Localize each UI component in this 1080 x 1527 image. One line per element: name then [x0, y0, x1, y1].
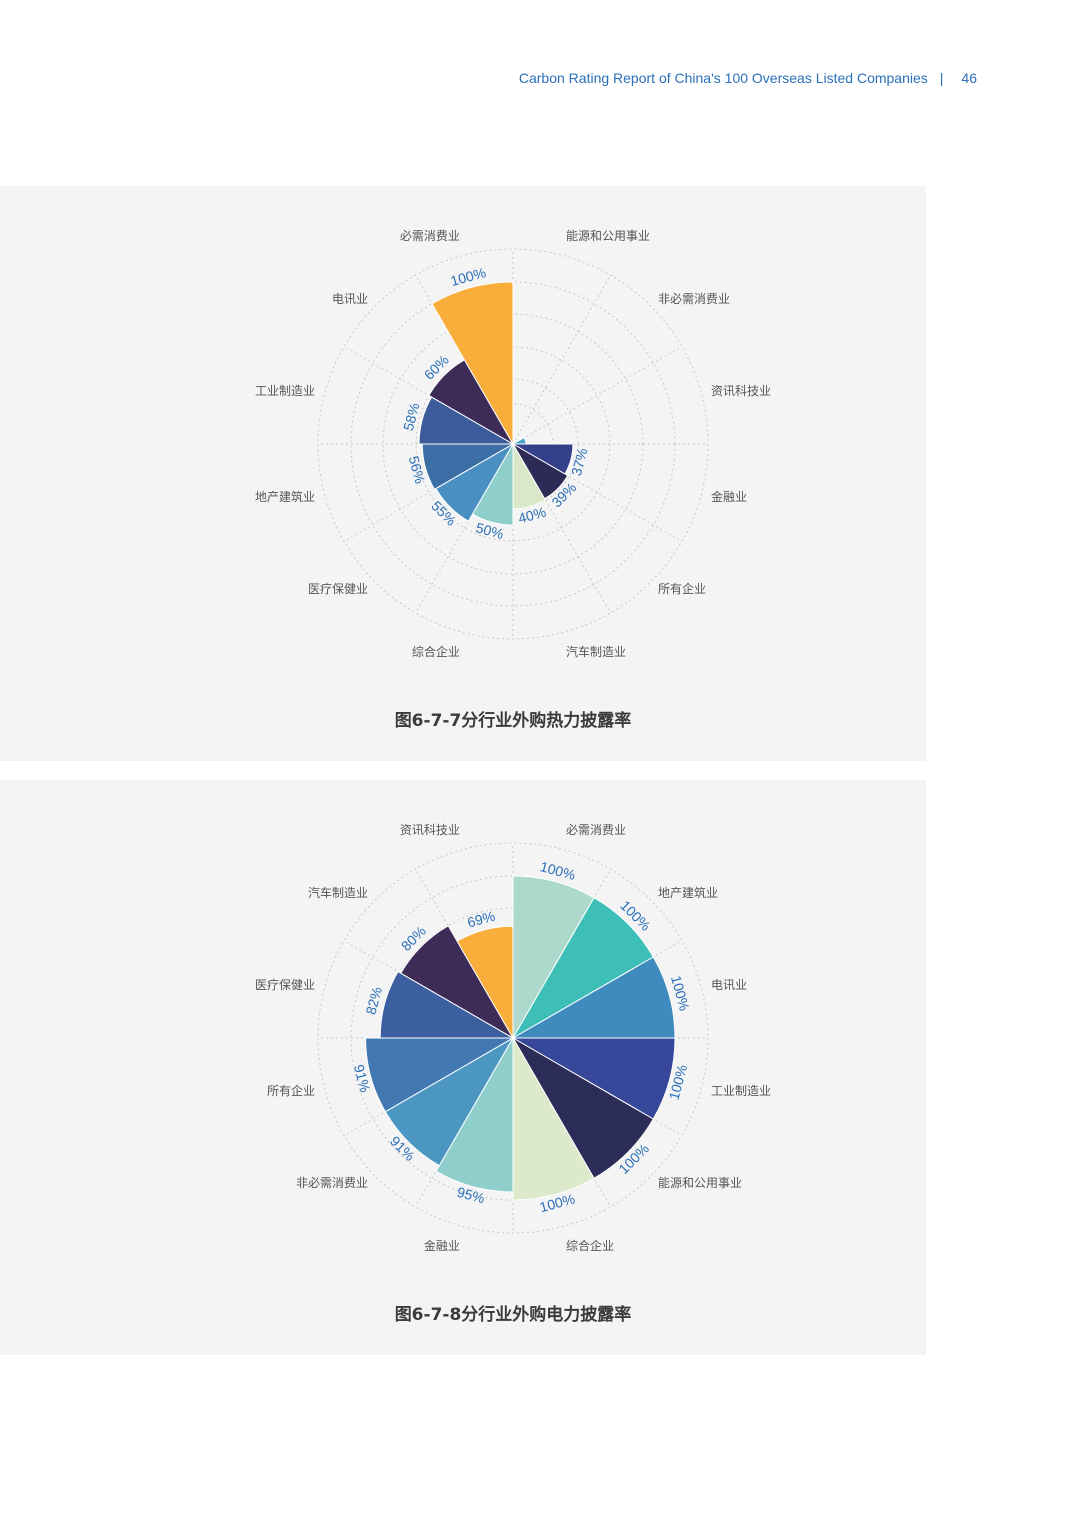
grid-circle	[317, 248, 709, 640]
category-label: 医疗保健业	[308, 582, 368, 596]
value-label: 95%	[455, 1184, 486, 1207]
value-label: 69%	[466, 908, 497, 931]
category-label: 电讯业	[332, 292, 368, 306]
chart-bar-wedge	[435, 1036, 514, 1193]
chart-panel-electricity: 100% 100% 100% 100% 100% 100% 95% 91% 91% 82% 80% 6…	[0, 780, 926, 1355]
category-label: 医疗保健业	[255, 978, 315, 992]
category-label: 必需消费业	[400, 229, 460, 243]
category-label: 金融业	[711, 489, 747, 504]
category-label: 非必需消费业	[296, 1176, 368, 1190]
category-label: 资讯科技业	[711, 384, 771, 398]
category-label: 综合企业	[412, 644, 460, 659]
category-label: 能源和公用事业	[566, 229, 650, 243]
grid-spoke	[512, 274, 611, 445]
category-label: 电讯业	[711, 978, 747, 992]
value-label: 56%	[406, 454, 429, 485]
category-label: 金融业	[424, 1238, 460, 1253]
chart-bar-wedge	[365, 1037, 515, 1113]
report-title: Carbon Rating Report of China's 100 Over…	[518, 70, 928, 86]
category-label: 必需消费业	[566, 823, 626, 837]
page-number: 46	[961, 70, 977, 86]
chart-bar-wedge	[400, 925, 515, 1040]
polar-chart-electricity: 100%100%100%100%100%100%95%91%91%82%80%6…	[255, 823, 771, 1253]
chart-caption-electricity: 图6-7-8分行业外购电力披露率	[394, 1305, 632, 1325]
value-label: 82%	[362, 985, 385, 1016]
category-label: 所有企业	[267, 1083, 315, 1098]
value-label: 58%	[400, 401, 423, 432]
category-label: 资讯科技业	[400, 823, 460, 837]
category-label: 汽车制造业	[308, 885, 368, 900]
chart-bar-wedge	[456, 925, 514, 1040]
category-label: 工业制造业	[711, 1084, 771, 1098]
chart-panel-heat: 37% 39% 40% 50% 55% 56% 58% 60% 100% 能源和公用事业 非必需消费…	[0, 186, 926, 761]
category-label: 地产建筑业	[658, 885, 718, 900]
chart-bar-wedge	[379, 970, 515, 1039]
polar-chart-heat: 37%39%40%50%55%56%58%60%100%能源和公用事业非必需消费…	[255, 229, 771, 659]
page-header: Carbon Rating Report of China's 100 Over…	[0, 70, 977, 86]
chart-caption-heat: 图6-7-7分行业外购热力披露率	[394, 711, 632, 731]
category-label: 所有企业	[658, 581, 706, 596]
category-label: 综合企业	[566, 1238, 614, 1253]
category-label: 能源和公用事业	[658, 1176, 742, 1190]
category-label: 工业制造业	[255, 384, 315, 398]
chart-bar-wedge	[431, 281, 514, 446]
value-label: 37%	[568, 446, 591, 477]
grid-circle	[317, 842, 709, 1234]
chart-bar-wedge	[512, 1036, 595, 1201]
grid-spoke	[512, 346, 683, 445]
value-label: 40%	[516, 504, 547, 527]
value-label: 91%	[351, 1063, 374, 1094]
category-label: 地产建筑业	[255, 489, 315, 504]
chart-bar-wedge	[511, 436, 527, 445]
category-label: 汽车制造业	[566, 644, 626, 659]
header-separator: |	[939, 70, 944, 86]
category-label: 非必需消费业	[658, 292, 730, 306]
value-label: 50%	[474, 519, 505, 542]
